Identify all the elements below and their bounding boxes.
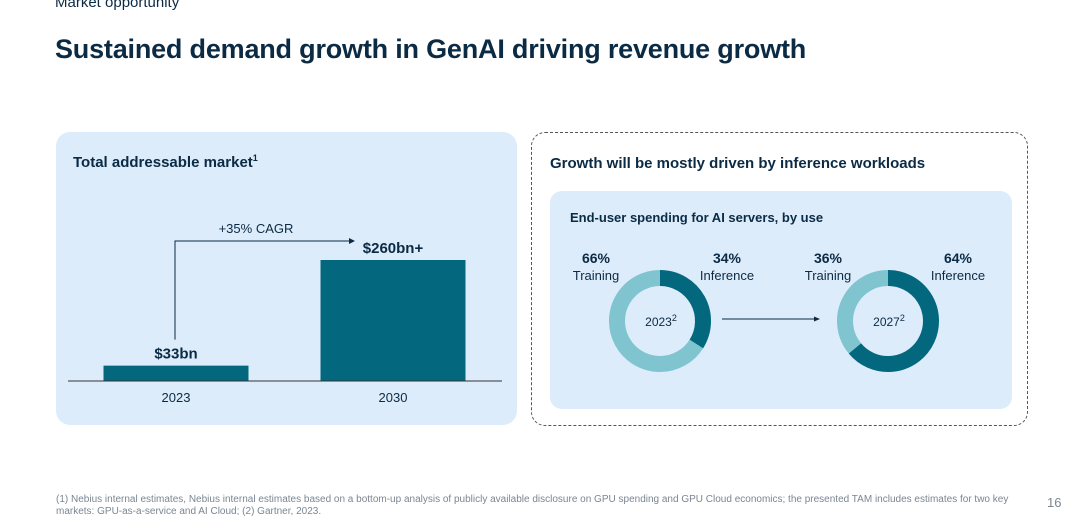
- tam-bar-chart: $33bn 2023 $260bn+ 2030 +35% CAGR: [68, 221, 502, 405]
- inference-panel: Growth will be mostly driven by inferenc…: [531, 132, 1028, 426]
- donut-2023-slice-training: [609, 270, 704, 372]
- cagr-arrowhead: [349, 238, 355, 244]
- x-tick-label-2023: 2023: [162, 390, 191, 405]
- donut-2027-year: 2027: [873, 315, 900, 329]
- tam-panel: Total addressable market1 $33bn 2023 $260b…: [56, 132, 517, 425]
- ai-server-spending-panel: End-user spending for AI servers, by use…: [550, 191, 1012, 409]
- page-number: 16: [1047, 495, 1062, 510]
- section-label: Market opportunity: [55, 0, 180, 11]
- donut-2027-training-label: Training: [804, 268, 852, 283]
- donut-2023-year: 2023: [645, 315, 672, 329]
- tam-title: Total addressable market1: [73, 153, 258, 172]
- donut-2027-slice-training: [837, 270, 889, 354]
- donut-2027-inference-pct: 64%: [943, 250, 973, 266]
- bar-value-label-2023: $33bn: [154, 346, 197, 363]
- spending-subtitle: End-user spending for AI servers, by use: [570, 210, 824, 225]
- ai-server-donut-charts: [609, 270, 939, 372]
- x-tick-label-2030: 2030: [379, 390, 408, 405]
- donut-2023-inference-label: Inference: [699, 268, 755, 283]
- footnote: (1) Nebius internal estimates, Nebius in…: [56, 494, 1009, 517]
- donut-2027-footnote: 2: [899, 313, 905, 323]
- donut-2023-inference-pct: 34%: [712, 250, 742, 266]
- page-title: Sustained demand growth in GenAI driving…: [55, 34, 807, 64]
- donut-2027-slice-inference: [848, 270, 939, 372]
- donut-2027-inference-label: Inference: [930, 268, 986, 283]
- inference-title: Growth will be mostly driven by inferenc…: [550, 155, 926, 172]
- bar-2030: [320, 260, 466, 381]
- donut-2023-training-pct: 66%: [581, 250, 611, 266]
- tam-title-text: Total addressable market: [73, 154, 253, 171]
- bar-2023: [103, 365, 249, 381]
- cagr-connector: [174, 240, 352, 340]
- donut-2027-training-pct: 36%: [813, 250, 843, 266]
- bar-value-label-2030: $260bn+: [363, 240, 424, 257]
- tam-title-footnote: 1: [252, 153, 258, 163]
- donut-2023-training-label: Training: [572, 268, 620, 283]
- donut-2023-footnote: 2: [671, 313, 677, 323]
- cagr-label: +35% CAGR: [219, 221, 294, 236]
- donut-2023-center: 20232: [631, 313, 691, 330]
- transition-arrowhead: [814, 316, 820, 322]
- donut-2027-center: 20272: [859, 313, 919, 330]
- donut-2023-slice-inference: [659, 270, 711, 349]
